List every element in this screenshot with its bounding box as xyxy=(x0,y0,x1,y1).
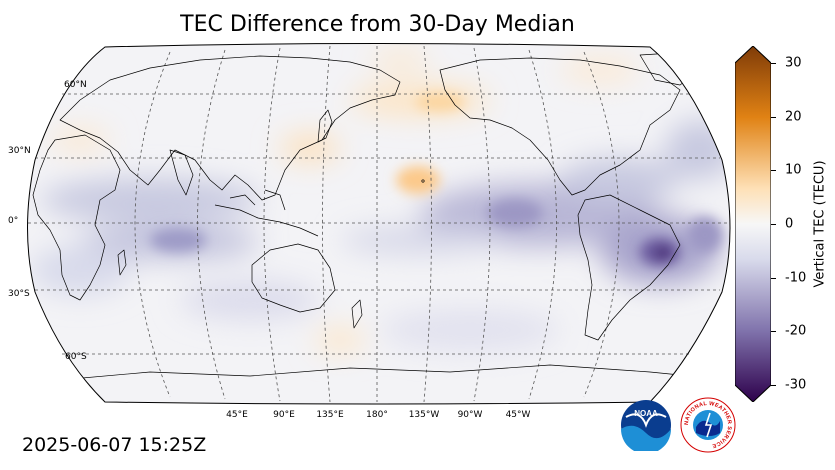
timestamp: 2025-06-07 15:25Z xyxy=(22,434,207,456)
tec-enh-east-asia xyxy=(280,134,340,162)
coast-japan xyxy=(317,109,333,143)
lat-label-30s: 30°S xyxy=(8,289,30,299)
colorbar-tick-mark xyxy=(771,277,776,279)
colorbar-tick-mark xyxy=(771,116,776,118)
tec-core-east-pacific xyxy=(487,199,543,227)
noaa-logo: NOAA xyxy=(621,400,671,451)
tec-band-central-america xyxy=(560,158,680,202)
colorbar-label: Vertical TEC (TECU) xyxy=(812,160,828,288)
tec-field xyxy=(27,43,730,404)
tec-band-africa xyxy=(40,178,260,222)
coast-madagascar xyxy=(117,249,127,276)
coast-eurasia xyxy=(59,55,401,201)
lat-label-60s: 60°S xyxy=(65,352,87,362)
tec-band-south-africa xyxy=(30,245,130,295)
tec-cores xyxy=(150,93,723,266)
tec-enh-southern-ocean xyxy=(315,328,365,352)
colorbar-tick-mark xyxy=(771,385,776,386)
tec-enh-bering xyxy=(370,52,430,68)
grid-lon-90w xyxy=(473,47,491,402)
coast-africa xyxy=(32,134,121,301)
grid-lon-90e xyxy=(263,47,281,402)
colorbar-tick: 10 xyxy=(785,162,802,178)
coast-antarctica xyxy=(59,364,711,381)
tec-core-atlantic xyxy=(687,217,723,253)
colorbar-tick: 30 xyxy=(785,55,802,71)
lon-label-135w: 135°W xyxy=(408,410,440,420)
lon-label-90e: 90°E xyxy=(273,410,295,420)
coast-australia xyxy=(251,243,336,313)
colorbar xyxy=(735,46,771,402)
tec-band-southern xyxy=(180,280,320,320)
colorbar-tick: -20 xyxy=(785,323,807,339)
coast-north-america xyxy=(439,57,681,196)
tec-band-southern-pacific xyxy=(380,308,560,352)
gridlines xyxy=(28,45,727,403)
noaa-logo-text: NOAA xyxy=(634,409,658,418)
colorbar-tick: -30 xyxy=(785,377,807,393)
colorbar-tick-mark xyxy=(771,224,776,225)
colorbar-tick: 20 xyxy=(785,109,802,125)
grid-lon-0b xyxy=(583,51,620,398)
lon-label-135e: 135°E xyxy=(316,410,344,420)
lat-label-0: 0° xyxy=(8,216,19,226)
tec-core-aleutian xyxy=(415,93,465,111)
tec-core-indian xyxy=(150,228,206,252)
lon-label-45e: 45°E xyxy=(226,410,248,420)
lon-label-90w: 90°W xyxy=(457,410,483,420)
tec-enh-europe xyxy=(50,128,110,152)
grid-lon-45w xyxy=(528,49,557,400)
colorbar-tick-mark xyxy=(771,63,776,64)
coast-indonesia xyxy=(214,189,319,237)
lat-label-30n: 30°N xyxy=(8,146,31,156)
colorbar-tick: -10 xyxy=(785,270,807,286)
grid-lon-45e xyxy=(197,49,226,400)
nws-logo: NATIONAL WEATHER SERVICE xyxy=(680,397,736,453)
colorbar-tick: 0 xyxy=(785,216,794,232)
tec-core-brazil-min xyxy=(656,247,670,259)
tec-enh-arctic xyxy=(560,58,640,82)
lon-label-45w: 45°W xyxy=(505,410,531,420)
tec-band-south-pacific xyxy=(340,226,500,254)
coast-india xyxy=(169,149,194,196)
coast-new-zealand xyxy=(351,299,363,329)
chart-title: TEC Difference from 30-Day Median xyxy=(180,12,575,37)
coast-south-america xyxy=(577,194,681,341)
coast-hawaii xyxy=(421,179,425,183)
lon-label-180: 180° xyxy=(366,410,388,420)
colorbar-body xyxy=(735,46,771,402)
grid-lon-0 xyxy=(134,51,171,398)
tec-core-hawaii xyxy=(396,166,440,194)
colorbar-tick-mark xyxy=(771,170,776,172)
lat-label-60n: 60°N xyxy=(64,80,87,90)
colorbar-tick-mark xyxy=(771,331,776,333)
